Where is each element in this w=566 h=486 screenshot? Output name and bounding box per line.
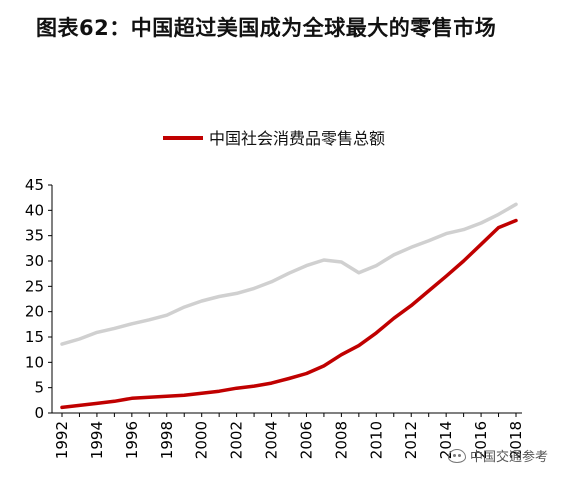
x-tick-label: 2012 bbox=[402, 421, 420, 459]
x-tick-label: 2002 bbox=[228, 421, 246, 459]
watermark: 中国交通参考 bbox=[448, 446, 548, 465]
x-tick-label: 1996 bbox=[123, 421, 141, 459]
x-tick-label: 2008 bbox=[332, 421, 350, 459]
x-tick-label: 2010 bbox=[367, 421, 385, 459]
y-tick-label: 45 bbox=[25, 176, 44, 194]
x-tick-label: 2004 bbox=[263, 421, 281, 459]
wechat-icon bbox=[448, 448, 466, 463]
watermark-text: 中国交通参考 bbox=[470, 450, 549, 465]
y-tick-label: 25 bbox=[25, 277, 44, 295]
x-tick-label: 2016 bbox=[472, 421, 490, 459]
y-tick-label: 10 bbox=[25, 353, 44, 371]
x-tick-label: 2018 bbox=[507, 421, 525, 459]
x-tick-label: 2006 bbox=[297, 421, 315, 459]
y-tick-label: 20 bbox=[25, 303, 44, 321]
y-tick-label: 40 bbox=[25, 201, 44, 219]
series-line-china-retail bbox=[60, 218, 518, 410]
series-line-us-retail bbox=[60, 202, 518, 346]
y-tick-label: 30 bbox=[25, 252, 44, 270]
x-tick-label: 2014 bbox=[437, 421, 455, 459]
y-tick-label: 15 bbox=[25, 328, 44, 346]
x-tick-label: 1992 bbox=[53, 421, 71, 459]
legend-label: 中国社会消费品零售总额 bbox=[209, 129, 385, 148]
x-tick-label: 2000 bbox=[193, 421, 211, 459]
x-tick-label: 1994 bbox=[88, 421, 106, 459]
x-tick-label: 1998 bbox=[158, 421, 176, 459]
chart-title: 图表62：中国超过美国成为全球最大的零售市场 bbox=[36, 16, 497, 40]
y-tick-label: 5 bbox=[34, 379, 44, 397]
y-tick-label: 35 bbox=[25, 227, 44, 245]
y-tick-label: 0 bbox=[34, 404, 44, 422]
